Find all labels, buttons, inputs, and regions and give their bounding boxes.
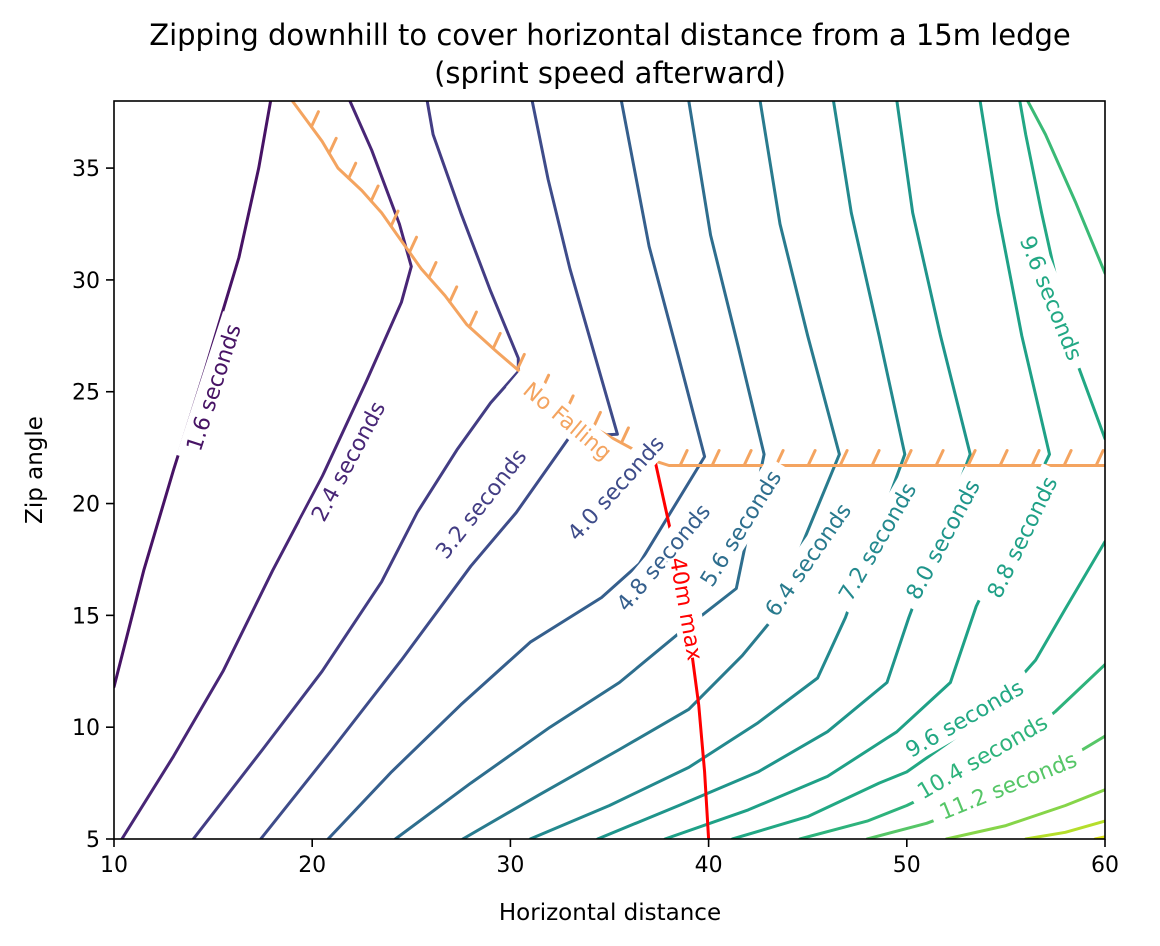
y-tick-label: 15 bbox=[72, 604, 100, 629]
y-axis-label: Zip angle bbox=[22, 416, 48, 524]
contour-label-bg bbox=[752, 489, 863, 630]
y-tick-label: 10 bbox=[72, 716, 100, 741]
x-tick-label: 20 bbox=[298, 853, 326, 878]
contour-line-11 bbox=[1018, 101, 1105, 441]
contour-line-8 bbox=[596, 101, 972, 839]
y-tick-label: 20 bbox=[72, 493, 100, 518]
contour-line-9 bbox=[663, 101, 1051, 839]
contour-line-5 bbox=[393, 101, 766, 839]
x-axis-label: Horizontal distance bbox=[499, 900, 721, 926]
boundary-hatch-0 bbox=[309, 110, 1105, 467]
x-axis: 10 20 30 40 50 60 bbox=[100, 839, 1119, 878]
contour-label-bg bbox=[827, 469, 928, 615]
x-tick-label: 50 bbox=[893, 853, 921, 878]
contour-label-bg bbox=[603, 490, 723, 625]
contour-line-7 bbox=[528, 101, 907, 839]
x-tick-label: 40 bbox=[695, 853, 723, 878]
contour-label-bg bbox=[976, 463, 1068, 612]
contour-label-bg bbox=[688, 456, 793, 600]
contour-label-bg bbox=[903, 703, 1061, 810]
chart-title: Zipping downhill to cover horizontal dis… bbox=[149, 18, 1071, 52]
y-axis: 5 10 15 20 25 30 35 bbox=[72, 157, 114, 853]
contour-line-2 bbox=[191, 101, 520, 839]
contour-label-bg bbox=[176, 311, 250, 464]
y-tick-label: 35 bbox=[72, 157, 100, 182]
contour-label-bg bbox=[300, 387, 396, 535]
contour-line-15 bbox=[944, 788, 1105, 839]
contour-label-bg bbox=[926, 741, 1090, 830]
contour-line-1 bbox=[120, 101, 413, 839]
contour-label-bg bbox=[554, 422, 677, 554]
contour-line-4 bbox=[326, 101, 707, 839]
y-tick-label: 25 bbox=[72, 381, 100, 406]
contour-label-bg bbox=[664, 557, 710, 660]
chart-subtitle: (sprint speed afterward) bbox=[434, 56, 786, 90]
contour-label-bg bbox=[506, 365, 630, 476]
contour-line-13 bbox=[1026, 101, 1105, 275]
x-tick-label: 10 bbox=[100, 853, 128, 878]
contour-line-16 bbox=[1024, 819, 1105, 839]
contour-label-bg bbox=[1010, 222, 1093, 374]
x-tick-label: 30 bbox=[496, 853, 524, 878]
plot-frame bbox=[113, 100, 1106, 840]
contour-label-bg bbox=[891, 668, 1037, 769]
y-tick-label: 5 bbox=[86, 828, 100, 853]
boundary-line-1 bbox=[653, 459, 711, 839]
y-tick-label: 30 bbox=[72, 269, 100, 294]
contour-label-bg bbox=[423, 435, 539, 572]
contour-label-bg bbox=[894, 465, 991, 613]
boundary-line-0 bbox=[290, 101, 1105, 467]
x-tick-label: 60 bbox=[1091, 853, 1119, 878]
contour-line-6 bbox=[461, 101, 841, 839]
